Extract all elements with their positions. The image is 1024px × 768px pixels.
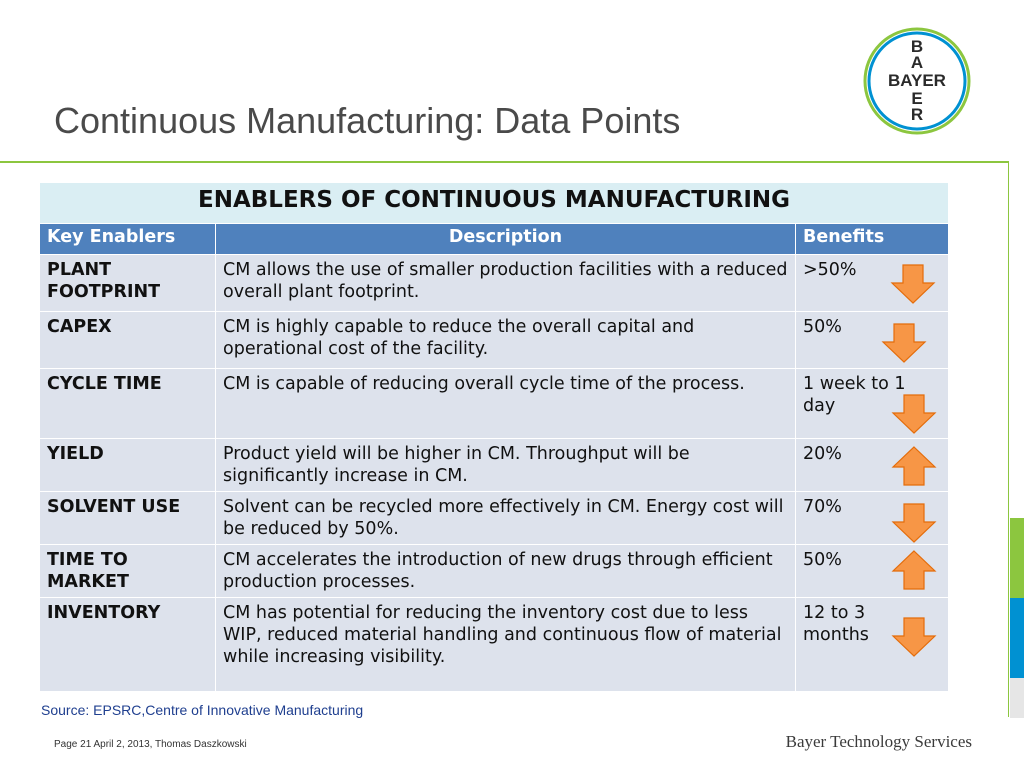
side-accent-green (1010, 518, 1024, 598)
svg-text:BAYER: BAYER (888, 71, 946, 90)
column-header-description: Description (215, 223, 796, 255)
description-cell: Solvent can be recycled more effectively… (215, 491, 796, 545)
down-arrow-icon (891, 616, 937, 658)
up-arrow-icon (891, 549, 937, 591)
table-row: CYCLE TIME CM is capable of reducing over… (39, 368, 950, 439)
key-enabler-cell: TIME TO MARKET (39, 544, 216, 598)
table-title: ENABLERS OF CONTINUOUS MANUFACTURING (38, 182, 950, 224)
down-arrow-icon (891, 393, 937, 435)
source-note: Source: EPSRC,Centre of Innovative Manuf… (41, 702, 364, 718)
description-cell: CM has potential for reducing the invent… (215, 597, 796, 692)
svg-text:B: B (911, 37, 923, 56)
column-header-benefits: Benefits (794, 223, 950, 255)
benefit-cell: 1 week to 1 day (794, 368, 950, 439)
description-cell: CM accelerates the introduction of new d… (215, 544, 796, 598)
key-enabler-cell: PLANT FOOTPRINT (39, 254, 216, 312)
benefit-value: 50% (803, 550, 842, 570)
key-enabler-cell: CYCLE TIME (39, 368, 216, 439)
footer-company: Bayer Technology Services (785, 732, 972, 751)
benefit-cell: 50% (794, 544, 950, 598)
description-cell: CM is capable of reducing overall cycle … (215, 368, 796, 439)
column-header-key-enablers: Key Enablers (39, 223, 216, 255)
description-cell: CM is highly capable to reduce the overa… (215, 311, 796, 369)
svg-text:E: E (911, 89, 922, 108)
key-enabler-cell: INVENTORY (39, 597, 216, 692)
key-enabler-cell: SOLVENT USE (39, 491, 216, 545)
benefit-value: 70% (803, 497, 842, 517)
benefit-cell: 12 to 3 months (794, 597, 950, 692)
up-arrow-icon (891, 445, 937, 487)
key-enabler-cell: YIELD (39, 438, 216, 492)
table-row: CAPEX CM is highly capable to reduce the … (39, 311, 950, 369)
svg-text:R: R (911, 105, 923, 124)
benefit-value: 20% (803, 444, 842, 464)
down-arrow-icon (881, 322, 927, 364)
table-body: PLANT FOOTPRINT CM allows the use of smal… (39, 254, 950, 692)
benefit-cell: 50% (794, 311, 950, 369)
bayer-logo: B A BAYER E R (862, 26, 972, 136)
benefit-value: 50% (803, 317, 842, 337)
table-row: INVENTORY CM has potential for reducing t… (39, 597, 950, 692)
table-row: TIME TO MARKET CM accelerates the introdu… (39, 544, 950, 598)
table-row: PLANT FOOTPRINT CM allows the use of smal… (39, 254, 950, 312)
down-arrow-icon (890, 263, 936, 305)
slide-title: Continuous Manufacturing: Data Points (54, 100, 681, 141)
side-accent-blue (1010, 598, 1024, 678)
description-cell: Product yield will be higher in CM. Thro… (215, 438, 796, 492)
side-accent-gray (1010, 678, 1024, 718)
benefit-value: 12 to 3 months (803, 603, 869, 645)
enablers-table: ENABLERS OF CONTINUOUS MANUFACTURING Key… (38, 182, 950, 692)
down-arrow-icon (891, 502, 937, 544)
description-cell: CM allows the use of smaller production … (215, 254, 796, 312)
footer-page-info: Page 21 April 2, 2013, Thomas Daszkowski (54, 739, 247, 750)
benefit-value: 1 week to 1 day (803, 374, 906, 416)
content-frame (0, 161, 1009, 717)
benefit-cell: 20% (794, 438, 950, 492)
key-enabler-cell: CAPEX (39, 311, 216, 369)
table-row: YIELD Product yield will be higher in CM.… (39, 438, 950, 492)
svg-text:A: A (911, 53, 923, 72)
benefit-cell: >50% (794, 254, 950, 312)
benefit-value: >50% (803, 260, 857, 280)
table-row: SOLVENT USE Solvent can be recycled more … (39, 491, 950, 545)
benefit-cell: 70% (794, 491, 950, 545)
